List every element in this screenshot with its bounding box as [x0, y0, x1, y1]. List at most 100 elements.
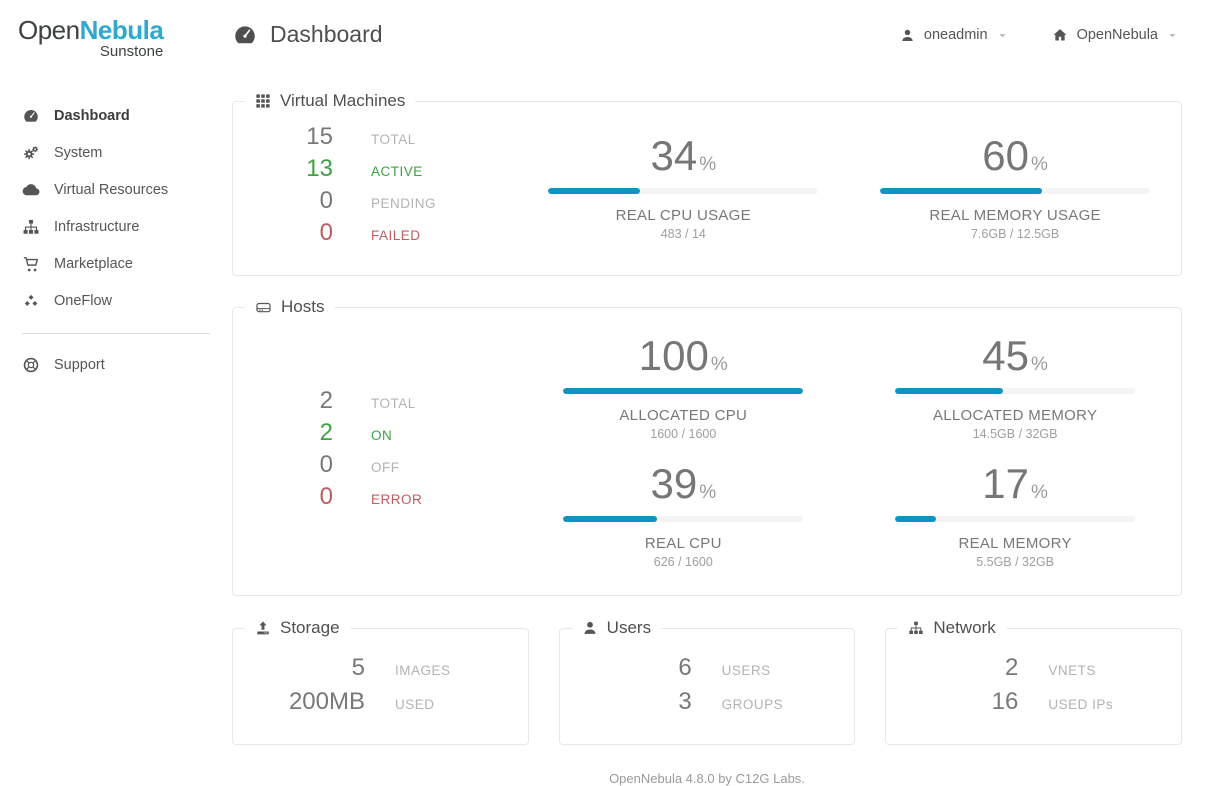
gauge-detail: 483 / 14: [660, 227, 706, 242]
user-icon: [582, 620, 598, 636]
gauge-detail: 5.5GB / 32GB: [976, 555, 1055, 570]
app-logo[interactable]: OpenNebula Sunstone: [0, 0, 232, 61]
zone-menu[interactable]: OpenNebula: [1052, 27, 1178, 43]
stat-value: 0: [319, 219, 333, 246]
progress-bar: [563, 516, 804, 523]
progress-bar: [895, 516, 1136, 523]
vm-stat-pending[interactable]: 0 PENDING: [233, 187, 517, 219]
gauge-detail: 14.5GB / 32GB: [972, 427, 1058, 442]
gauge-percent: 45: [982, 332, 1030, 379]
main-content: Virtual Machines 15 TOTAL 13 ACTIVE 0 PE…: [232, 75, 1224, 786]
progress-bar: [563, 388, 804, 395]
sidebar-item-label: System: [54, 144, 103, 161]
virtual-machines-panel: Virtual Machines 15 TOTAL 13 ACTIVE 0 PE…: [232, 91, 1182, 276]
host-allocated-memory-gauge: 45% ALLOCATED MEMORY 14.5GB / 32GB: [849, 332, 1181, 442]
gauge-unit: %: [1031, 482, 1048, 504]
sidebar-item-support[interactable]: Support: [22, 346, 232, 383]
stat-label: IMAGES: [395, 663, 451, 679]
stat-label: TOTAL: [371, 132, 416, 147]
progress-bar: [548, 188, 819, 195]
panel-title-text: Virtual Machines: [280, 91, 406, 110]
gauge-percent: 39: [650, 460, 698, 508]
sidebar: Dashboard System Virtual Resources Infra…: [0, 75, 232, 383]
sitemap-icon: [22, 218, 40, 236]
home-icon: [1052, 27, 1068, 43]
vm-stat-active[interactable]: 13 ACTIVE: [233, 155, 517, 187]
host-real-memory-gauge: 17% REAL MEMORY 5.5GB / 32GB: [849, 461, 1181, 569]
stat-label: USED IPs: [1048, 697, 1114, 713]
host-stat-off[interactable]: 0 OFF: [233, 451, 517, 483]
panel-title-text: Storage: [280, 618, 340, 638]
progress-bar-fill: [563, 516, 657, 523]
storage-stat-images[interactable]: 5 IMAGES: [233, 654, 528, 688]
hosts-panel-title[interactable]: Hosts: [245, 297, 334, 317]
stat-value: 5: [351, 654, 365, 682]
panel-title-text: Hosts: [281, 297, 325, 316]
user-menu[interactable]: oneadmin: [900, 27, 1008, 43]
users-stat-groups[interactable]: 3 GROUPS: [560, 688, 855, 722]
stat-value: 0: [319, 451, 333, 479]
user-menu-label: oneadmin: [923, 27, 988, 43]
gauge-label: REAL MEMORY: [958, 535, 1072, 553]
gears-icon: [22, 144, 40, 162]
stat-value: 2: [319, 419, 333, 447]
logo-open-text: Open: [18, 15, 80, 45]
sidebar-item-label: OneFlow: [54, 292, 113, 309]
progress-bar-fill: [895, 516, 936, 523]
sidebar-item-system[interactable]: System: [22, 134, 232, 171]
progress-bar-fill: [880, 188, 1043, 195]
stat-label: FAILED: [371, 228, 421, 243]
stat-value: 200MB: [288, 688, 365, 716]
sidebar-item-infrastructure[interactable]: Infrastructure: [22, 208, 232, 245]
panel-title-text: Network: [933, 618, 996, 638]
host-allocated-cpu-gauge: 100% ALLOCATED CPU 1600 / 1600: [517, 332, 849, 441]
progress-bar-fill: [895, 388, 1004, 395]
gauge-unit: %: [1031, 354, 1048, 375]
gauge-detail: 626 / 1600: [653, 555, 713, 570]
panel-title-text: Users: [606, 618, 652, 638]
stat-value: 13: [306, 155, 333, 182]
network-stat-used-ips[interactable]: 16 USED IPs: [886, 688, 1181, 722]
users-panel-title[interactable]: Users: [572, 618, 661, 638]
virtual-machines-panel-title[interactable]: Virtual Machines: [245, 91, 415, 111]
zone-menu-label: OpenNebula: [1076, 27, 1158, 43]
dashboard-icon: [232, 22, 258, 48]
gauge-unit: %: [699, 482, 717, 504]
network-stat-vnets[interactable]: 2 VNETS: [886, 654, 1181, 688]
stat-label: ACTIVE: [371, 164, 423, 179]
stat-value: 6: [678, 654, 692, 682]
sidebar-item-dashboard[interactable]: Dashboard: [22, 97, 232, 134]
host-stat-on[interactable]: 2 ON: [233, 419, 517, 451]
user-icon: [900, 28, 915, 43]
footer-version-text: OpenNebula 4.8.0 by C12G Labs.: [609, 771, 805, 786]
host-stat-total[interactable]: 2 TOTAL: [233, 387, 517, 419]
host-stat-error[interactable]: 0 ERROR: [233, 483, 517, 515]
stat-label: ERROR: [371, 492, 423, 508]
storage-stat-used[interactable]: 200MB USED: [233, 688, 528, 722]
network-panel-title[interactable]: Network: [898, 618, 1005, 638]
dashboard-icon: [22, 107, 40, 125]
stat-label: VNETS: [1048, 663, 1096, 679]
gauge-unit: %: [710, 354, 728, 375]
host-real-cpu-gauge: 39% REAL CPU 626 / 1600: [517, 461, 849, 569]
top-bar: OpenNebula Sunstone Dashboard oneadmin O…: [0, 0, 1224, 75]
stat-value: 2: [319, 387, 333, 415]
stat-value: 15: [306, 123, 333, 150]
hosts-panel: Hosts 2 TOTAL 2 ON 0 OFF: [232, 297, 1182, 597]
sidebar-item-marketplace[interactable]: Marketplace: [22, 245, 232, 282]
gauge-label: ALLOCATED CPU: [619, 407, 748, 425]
storage-panel-title[interactable]: Storage: [245, 618, 350, 638]
sidebar-divider: [22, 333, 210, 334]
life-ring-icon: [22, 356, 40, 374]
gauge-label: REAL CPU USAGE: [615, 207, 751, 225]
vm-real-memory-gauge: 60% REAL MEMORY USAGE 7.6GB / 12.5GB: [849, 132, 1181, 241]
server-icon: [255, 299, 272, 316]
gauge-unit: %: [699, 153, 717, 175]
gauge-label: ALLOCATED MEMORY: [932, 407, 1098, 425]
vm-stat-failed[interactable]: 0 FAILED: [233, 219, 517, 251]
sidebar-item-virtual-resources[interactable]: Virtual Resources: [22, 171, 232, 208]
sidebar-item-oneflow[interactable]: OneFlow: [22, 282, 232, 319]
sidebar-item-label: Marketplace: [54, 255, 133, 272]
vm-stat-total[interactable]: 15 TOTAL: [233, 123, 517, 155]
users-stat-users[interactable]: 6 USERS: [560, 654, 855, 688]
